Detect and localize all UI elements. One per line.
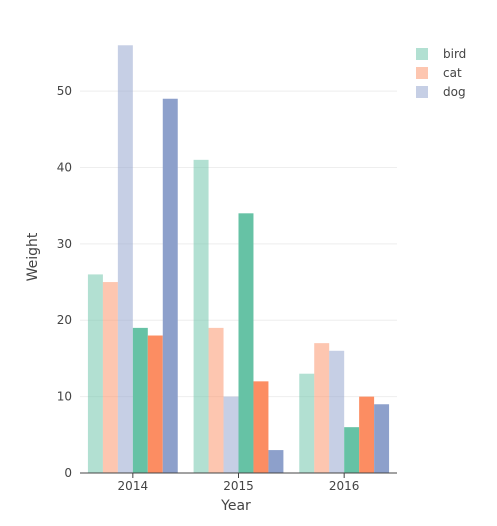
legend-swatch: [416, 86, 428, 98]
y-tick-labels: 0 10 20 30 40 50: [57, 84, 72, 480]
bar-dog-2016[interactable]: [329, 350, 345, 473]
legend-item-cat[interactable]: cat: [416, 66, 462, 80]
x-axis-title: Year: [220, 498, 251, 514]
bars: [87, 45, 390, 473]
x-tick-label: 2015: [223, 479, 254, 493]
legend-label: cat: [443, 66, 462, 80]
y-tick-label: 10: [57, 390, 72, 404]
bar-dog-2014[interactable]: [117, 45, 133, 473]
y-tick-label: 0: [64, 466, 72, 480]
bar-cat-2014[interactable]: [102, 282, 118, 473]
x-tick-label: 2014: [118, 479, 149, 493]
bar-series3-2014[interactable]: [132, 327, 148, 473]
bar-cat-2016[interactable]: [314, 343, 330, 473]
y-tick-label: 30: [57, 237, 72, 251]
x-tick-labels: 2014 2015 2016: [118, 473, 360, 493]
legend-swatch: [416, 67, 428, 79]
legend-label: bird: [443, 47, 466, 61]
legend-item-bird[interactable]: bird: [416, 47, 466, 61]
bar-bird-2014[interactable]: [87, 274, 103, 473]
y-tick-label: 20: [57, 313, 72, 327]
bar-cat-2015[interactable]: [208, 327, 224, 473]
bar-series3-2015[interactable]: [238, 213, 254, 473]
y-tick-label: 50: [57, 84, 72, 98]
legend-item-dog[interactable]: dog: [416, 85, 466, 99]
bar-series5-2016[interactable]: [374, 404, 390, 473]
y-axis-title: Weight: [25, 232, 41, 281]
bar-series3-2016[interactable]: [344, 427, 360, 473]
bar-bird-2016[interactable]: [299, 373, 315, 473]
bar-dog-2015[interactable]: [223, 396, 239, 473]
bar-series4-2014[interactable]: [147, 335, 163, 473]
bar-series5-2015[interactable]: [268, 450, 284, 473]
bar-series4-2015[interactable]: [253, 381, 269, 473]
legend[interactable]: bird cat dog: [416, 47, 466, 99]
bar-bird-2015[interactable]: [193, 159, 209, 473]
legend-swatch: [416, 48, 428, 60]
legend-label: dog: [443, 85, 466, 99]
bar-series4-2016[interactable]: [359, 396, 375, 473]
bar-series5-2014[interactable]: [162, 98, 178, 473]
y-tick-label: 40: [57, 160, 72, 174]
x-tick-label: 2016: [329, 479, 360, 493]
